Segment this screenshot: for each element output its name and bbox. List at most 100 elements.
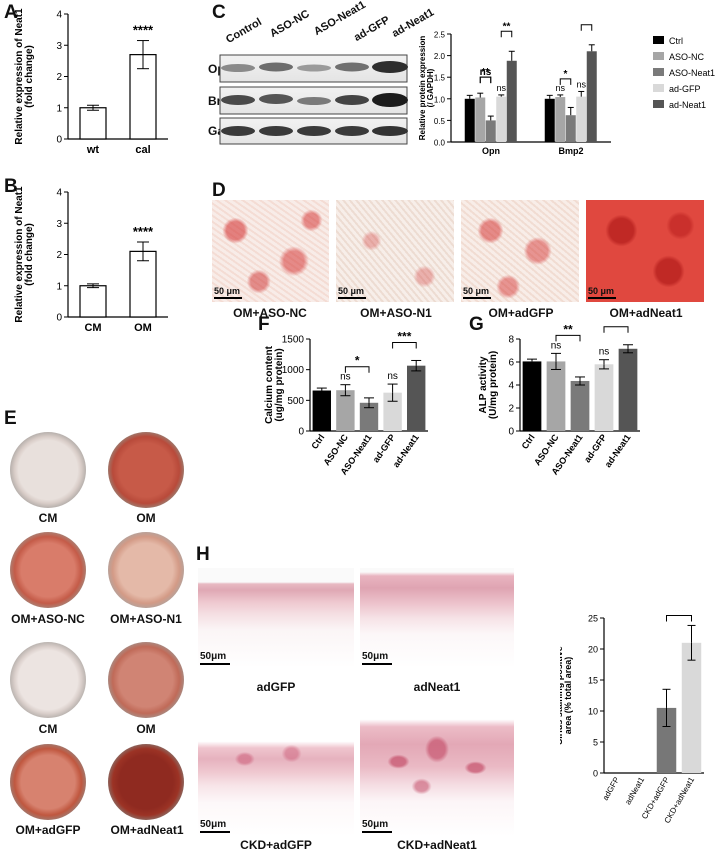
- significance-bracket: [666, 614, 692, 622]
- band: [259, 94, 293, 104]
- chart-a: 0 1 2 3 4 Relative expression of Neat1 (fold c…: [14, 8, 168, 156]
- scalebar: [200, 663, 230, 665]
- panel-label-b: B: [4, 176, 18, 197]
- legend-label: ASO-Neat1: [669, 68, 715, 78]
- dish-caption: OM: [136, 511, 156, 525]
- panel-label-d: D: [212, 180, 226, 201]
- dish-caption: CM: [38, 722, 58, 736]
- bar: [586, 51, 597, 142]
- bar: [129, 250, 157, 318]
- y-tick-label: 0: [508, 427, 514, 438]
- y-tick-label: 0: [56, 313, 62, 324]
- y-tick-label: 3: [56, 41, 62, 52]
- legend-swatch: [653, 36, 664, 44]
- y-axis-label: ALP activity: [478, 356, 489, 413]
- tissue-caption: adGFP: [256, 680, 296, 694]
- significance-label: ***: [581, 22, 593, 26]
- y-tick-label: 4: [508, 381, 514, 392]
- micrograph-caption: OM+ASO-NC: [233, 306, 307, 320]
- tissue-image-ckd-adneat1: 50μm: [360, 712, 514, 836]
- y-axis-label: (ug/mg protein): [274, 348, 285, 421]
- y-axis-label: (U/mg protein): [488, 351, 499, 419]
- significance-bracket: [500, 30, 513, 38]
- y-tick-label: 4: [56, 10, 62, 21]
- band: [221, 126, 255, 136]
- micrograph-caption: OM+adNeat1: [609, 306, 683, 320]
- bar: [506, 60, 517, 143]
- bar: [522, 361, 542, 431]
- bar: [618, 348, 638, 431]
- significance-label: ***: [397, 329, 411, 343]
- scalebar: [362, 831, 392, 833]
- significance-label: ns: [555, 83, 565, 93]
- band: [372, 126, 408, 136]
- y-tick-label: 2: [56, 250, 62, 261]
- significance-label: ns: [599, 347, 610, 358]
- y-tick-label: 5: [593, 738, 598, 748]
- band: [221, 95, 255, 105]
- scalebar-label: 50μm: [200, 651, 227, 662]
- y-tick-label: 1000: [282, 365, 305, 376]
- significance-label: *: [355, 354, 360, 368]
- micrograph-caption: OM+adGFP: [488, 306, 554, 320]
- scalebar-label: 50μm: [362, 651, 389, 662]
- significance-bracket: [344, 366, 370, 373]
- significance-bracket: [580, 24, 593, 31]
- culture-dish-cm: [10, 432, 86, 508]
- band: [259, 126, 293, 136]
- bar: [570, 380, 590, 431]
- bar: [546, 361, 566, 431]
- dish-caption: OM+ASO-NC: [11, 612, 85, 626]
- bar: [464, 98, 475, 142]
- significance-label: **: [482, 67, 490, 78]
- tissue-caption: adNeat1: [413, 680, 461, 694]
- significance-label: **: [563, 325, 573, 336]
- panel-label-f: F: [258, 314, 270, 335]
- significance-label: ns: [496, 83, 506, 93]
- bar: [544, 98, 555, 142]
- bar: [594, 364, 614, 431]
- panel-label-a: A: [4, 2, 18, 23]
- significance-label: ****: [133, 224, 154, 239]
- y-tick-label: 15: [588, 676, 598, 686]
- dish-caption: OM: [136, 722, 156, 736]
- significance-bracket: [479, 76, 492, 84]
- bar: [406, 365, 426, 431]
- significance-label: ***: [673, 610, 687, 616]
- chart-h: 0 5 10 15 20 25 Sirius staining positive area (…: [560, 610, 704, 825]
- x-tick-label: Opn: [482, 146, 500, 156]
- significance-label: ns: [576, 79, 586, 89]
- y-axis-label: Relative protein expression: [418, 36, 427, 141]
- scalebar: [588, 297, 616, 299]
- scalebar: [214, 297, 242, 299]
- legend-label: ad-GFP: [669, 84, 701, 94]
- dish-caption: CM: [38, 511, 58, 525]
- scalebar-label: 50 μm: [214, 286, 241, 296]
- y-axis-label: Calcium content: [264, 345, 275, 423]
- legend-label: ASO-NC: [669, 52, 705, 62]
- x-tick-label: adNeat1: [623, 775, 646, 806]
- significance-label: ns: [387, 371, 398, 382]
- scalebar: [362, 663, 392, 665]
- band: [335, 95, 369, 105]
- tissue-caption: CKD+adNeat1: [397, 838, 477, 852]
- y-tick-label: 25: [588, 614, 598, 624]
- bar: [312, 390, 332, 431]
- y-tick-label: 1: [56, 281, 62, 292]
- significance-label: *: [614, 325, 619, 328]
- y-tick-label: 2: [508, 404, 514, 415]
- legend-swatch: [653, 84, 664, 92]
- chart-b: 0 1 2 3 4 Relative expression of Neat1 (fold c…: [14, 186, 168, 334]
- bar: [576, 96, 587, 142]
- scalebar-label: 50 μm: [338, 286, 365, 296]
- dish-caption: OM+ASO-N1: [110, 612, 182, 626]
- dish-caption: OM+adNeat1: [110, 823, 184, 837]
- culture-dish-om: [108, 432, 184, 508]
- scalebar: [463, 297, 491, 299]
- bar: [359, 402, 379, 431]
- bar: [681, 642, 702, 773]
- x-tick-label: OM: [134, 322, 152, 334]
- bar: [565, 115, 576, 142]
- scalebar-label: 50μm: [362, 819, 389, 830]
